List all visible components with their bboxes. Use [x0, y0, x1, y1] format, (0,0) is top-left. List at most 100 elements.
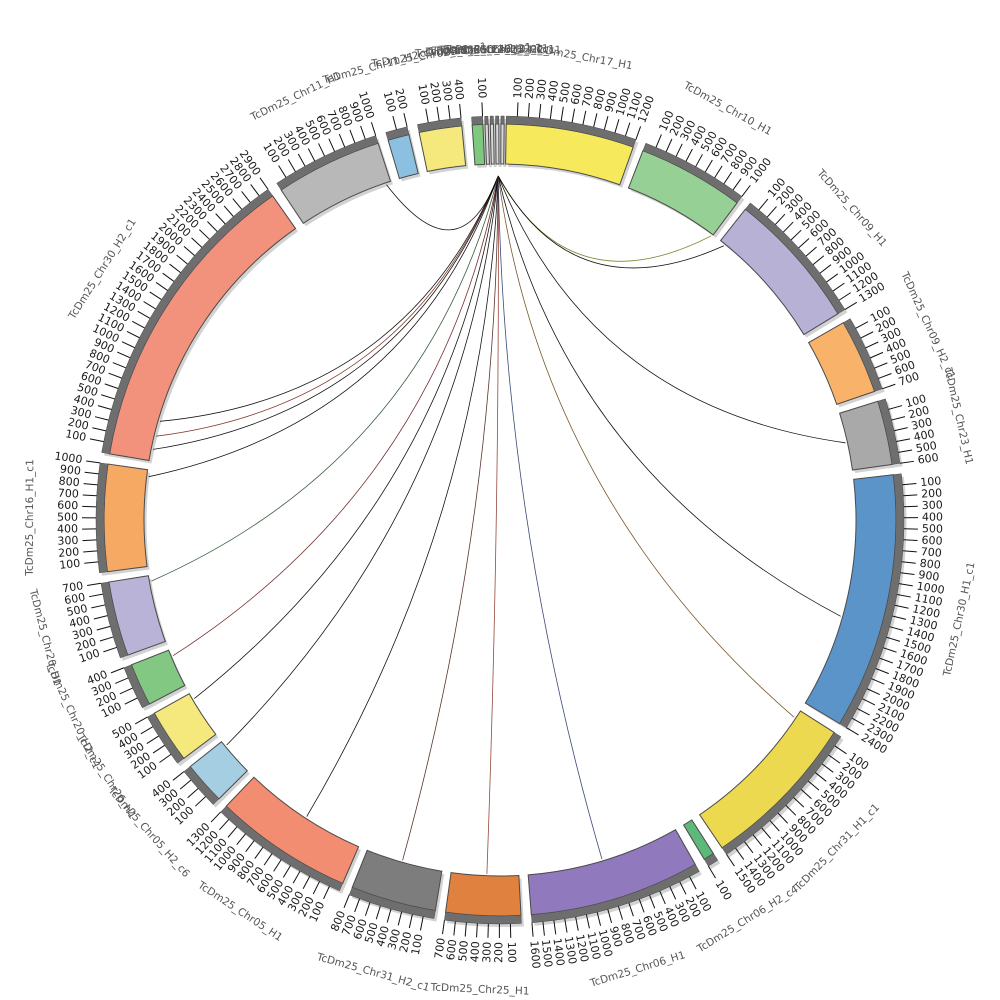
tick-mark: [112, 362, 126, 369]
tick-mark: [364, 902, 371, 916]
tick-label: 900: [607, 925, 625, 949]
segment-label-tiny1: TcDm25_Chr24_H2_c1: [425, 42, 543, 58]
tick-mark: [397, 911, 403, 926]
tick-label: 200: [74, 635, 98, 654]
tick-mark: [187, 788, 199, 799]
tick-mark: [343, 894, 350, 908]
tick-mark: [354, 898, 361, 913]
tick-label: 700: [580, 85, 597, 108]
tick-mark: [149, 291, 162, 300]
tick-mark: [752, 834, 763, 847]
segment-label-tiny2: TcDm25_Chr28_H2_c1: [431, 43, 549, 57]
tick-mark: [176, 254, 188, 265]
segment-strip-chr23_h1: [877, 398, 901, 465]
tick-mark: [860, 331, 874, 339]
tick-mark: [110, 667, 125, 674]
tick-label: 200: [523, 78, 537, 100]
tick-mark: [669, 886, 677, 900]
tick-mark: [442, 920, 445, 935]
tick-mark: [655, 134, 662, 148]
segment-strip-chr17_h1: [505, 115, 637, 148]
tick-mark: [531, 922, 534, 937]
tick-mark: [92, 427, 107, 432]
tick-label: 800: [58, 474, 80, 489]
tick-mark: [89, 438, 104, 443]
tick-mark: [241, 191, 251, 203]
tick-mark: [593, 113, 598, 128]
link-chr05_h2_c6-340: [226, 175, 499, 746]
tick-mark: [741, 184, 751, 197]
tick-label: 700: [897, 370, 921, 389]
tick-label: 800: [919, 557, 941, 572]
tick-mark: [183, 246, 195, 256]
tick-label: 800: [591, 87, 609, 110]
tick-mark: [282, 865, 291, 878]
tick-mark: [338, 133, 346, 148]
tick-mark: [769, 820, 780, 832]
tick-mark: [807, 780, 820, 791]
tick-label: 1100: [584, 931, 603, 961]
tick-label: 200: [427, 81, 443, 104]
tick-mark: [881, 383, 896, 390]
tick-label: 1000: [916, 580, 946, 597]
segment-strip-chr11_h1: [276, 135, 379, 191]
tick-mark: [866, 688, 880, 696]
tick-mark: [117, 351, 131, 359]
tick-label: 300: [71, 624, 95, 642]
tick-mark: [777, 812, 789, 824]
tick-mark: [871, 678, 885, 685]
tick-mark: [254, 846, 264, 859]
tick-label: 700: [432, 937, 448, 960]
tick-mark: [896, 438, 911, 443]
tick-mark: [223, 205, 234, 217]
tick-label: 1100: [914, 591, 944, 609]
tick-label: 600: [63, 591, 86, 608]
tick-mark: [408, 914, 413, 929]
segment-strip-chr09_h1: [745, 202, 846, 315]
tick-label: 1400: [550, 937, 567, 966]
tick-label: 800: [618, 921, 637, 945]
segment-strip-chr30_h1_c1: [839, 473, 905, 729]
tick-mark: [245, 840, 255, 853]
tick-mark: [902, 550, 917, 553]
tick-mark: [903, 539, 918, 541]
tick-label: 200: [397, 930, 414, 953]
segment-name-labels: TcDm25_Chr17_H1TcDm25_Chr10_H1TcDm25_Chr…: [24, 41, 978, 998]
segment-strip-chr26_h1: [147, 712, 185, 764]
tick-mark: [821, 763, 834, 773]
tick-mark: [869, 351, 884, 359]
tick-mark: [375, 905, 381, 920]
tick-label: 900: [59, 462, 81, 477]
tick-mark: [679, 881, 687, 895]
tick-mark: [207, 221, 218, 232]
tick-mark: [447, 105, 451, 120]
chromosome-segment-chr30_h1_c1: [804, 474, 897, 725]
tick-mark: [93, 615, 108, 620]
tick-mark: [323, 886, 330, 900]
segment-strip-tiny2: [489, 115, 494, 125]
tick-label: 600: [917, 451, 940, 467]
tick-label: 1300: [908, 613, 938, 632]
tick-label: 400: [546, 80, 562, 102]
segment-label-chr30_h1_c1: TcDm25_Chr30_H1_c1: [941, 561, 978, 678]
tick-mark: [87, 582, 102, 586]
tick-label: 900: [918, 568, 941, 584]
segment-strip-chr16_h1_c1: [95, 462, 109, 574]
tick-mark: [614, 119, 620, 133]
tick-label: 100: [904, 392, 928, 410]
segment-strip-chr31_h2_c1: [348, 887, 436, 919]
tick-mark: [83, 483, 98, 486]
tick-label: 600: [79, 369, 103, 388]
tick-mark: [143, 301, 156, 310]
tick-mark: [215, 213, 226, 225]
tick-mark: [126, 330, 140, 339]
tick-mark: [812, 255, 825, 266]
tick-label: 200: [67, 415, 90, 432]
tick-mark: [800, 789, 812, 800]
link-chr20_h1-640: [151, 175, 499, 582]
tick-mark: [575, 916, 579, 931]
segment-strip-tiny1: [484, 115, 489, 125]
tick-label: 600: [57, 499, 78, 513]
tick-mark: [131, 320, 145, 329]
